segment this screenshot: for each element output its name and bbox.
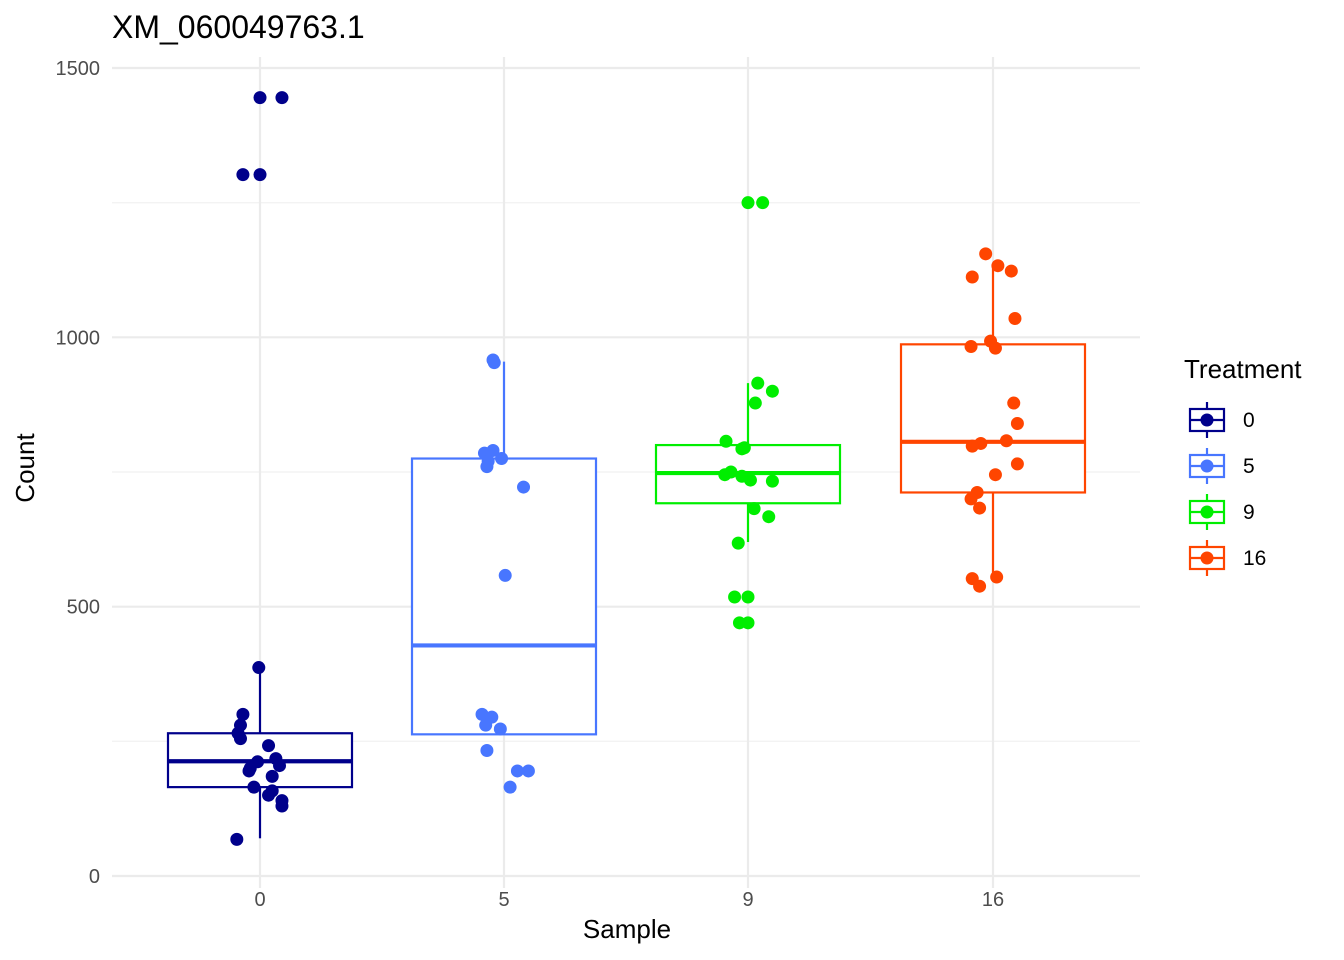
data-point	[999, 434, 1013, 448]
data-point	[233, 732, 247, 746]
data-point	[762, 510, 776, 524]
data-point	[265, 769, 279, 783]
data-point	[741, 196, 755, 210]
data-point	[765, 474, 779, 488]
data-point	[965, 270, 979, 284]
data-point	[1008, 311, 1022, 325]
y-tick-label: 0	[89, 866, 100, 888]
data-point	[741, 590, 755, 604]
data-point	[480, 460, 494, 474]
legend-item-16: 16	[1188, 540, 1266, 576]
data-point	[747, 502, 761, 516]
legend-key-point	[1200, 459, 1214, 473]
data-point	[765, 384, 779, 398]
data-point	[991, 259, 1005, 273]
legend-key-point	[1200, 505, 1214, 519]
data-point	[517, 480, 531, 494]
data-point	[475, 707, 489, 721]
chart-title: XM_060049763.1	[112, 9, 365, 45]
data-point	[748, 396, 762, 410]
x-axis-ticks: 0 5 9 16	[254, 889, 1004, 911]
data-point	[718, 468, 732, 482]
data-point	[965, 439, 979, 453]
data-point	[493, 722, 507, 736]
legend-label: 5	[1243, 455, 1255, 478]
box-0	[166, 668, 354, 839]
x-tick-label: 5	[498, 889, 509, 911]
data-point	[521, 764, 535, 778]
legend-key-point	[1200, 413, 1214, 427]
data-point	[1007, 396, 1021, 410]
legend-item-0: 0	[1188, 402, 1255, 438]
data-point	[480, 743, 494, 757]
boxplots	[166, 267, 1087, 839]
data-point	[253, 168, 267, 182]
box-16	[899, 267, 1087, 578]
legend-label: 16	[1243, 547, 1266, 570]
data-point	[719, 434, 733, 448]
data-point	[964, 492, 978, 506]
box-rect	[410, 457, 598, 736]
data-point	[495, 452, 509, 466]
data-point	[988, 341, 1002, 355]
y-tick-label: 1500	[56, 58, 101, 80]
data-point	[743, 473, 757, 487]
data-point	[262, 739, 276, 753]
data-point	[756, 196, 770, 210]
data-point	[510, 764, 524, 778]
data-point	[247, 780, 261, 794]
data-point	[988, 468, 1002, 482]
data-point	[253, 91, 267, 105]
y-tick-label: 1000	[56, 327, 101, 349]
data-point	[236, 168, 250, 182]
legend-title: Treatment	[1184, 354, 1302, 384]
x-tick-label: 16	[982, 889, 1004, 911]
data-point	[964, 339, 978, 353]
legend-item-9: 9	[1188, 494, 1255, 530]
data-point	[479, 718, 493, 732]
y-tick-label: 500	[67, 597, 100, 619]
data-point	[498, 568, 512, 582]
data-point	[275, 91, 289, 105]
box-5	[410, 361, 598, 736]
x-tick-label: 9	[742, 889, 753, 911]
data-point	[1010, 457, 1024, 471]
data-point	[236, 707, 250, 721]
legend-label: 9	[1243, 501, 1255, 524]
legend-key-point	[1200, 551, 1214, 565]
data-point	[741, 616, 755, 630]
x-tick-label: 0	[254, 889, 265, 911]
data-point	[1010, 417, 1024, 431]
data-point	[262, 788, 276, 802]
data-point	[1004, 264, 1018, 278]
x-axis-title: Sample	[583, 914, 671, 944]
data-point	[990, 570, 1004, 584]
data-point	[242, 764, 256, 778]
data-points	[230, 91, 1024, 846]
data-point	[751, 376, 765, 390]
data-point	[275, 799, 289, 813]
data-point	[979, 247, 993, 261]
data-point	[230, 832, 244, 846]
data-point	[503, 780, 517, 794]
data-point	[728, 590, 742, 604]
data-point	[731, 536, 745, 550]
data-point	[252, 661, 266, 675]
y-axis-title: Count	[10, 433, 40, 503]
data-point	[487, 356, 501, 370]
box-9	[654, 383, 842, 543]
data-point	[973, 579, 987, 593]
data-point	[273, 759, 287, 773]
legend-label: 0	[1243, 409, 1255, 432]
data-point	[973, 501, 987, 515]
y-axis-ticks: 0 500 1000 1500	[56, 58, 101, 888]
data-point	[735, 442, 749, 456]
legend: Treatment 0 5 9 16	[1184, 354, 1302, 576]
legend-item-5: 5	[1188, 448, 1255, 484]
